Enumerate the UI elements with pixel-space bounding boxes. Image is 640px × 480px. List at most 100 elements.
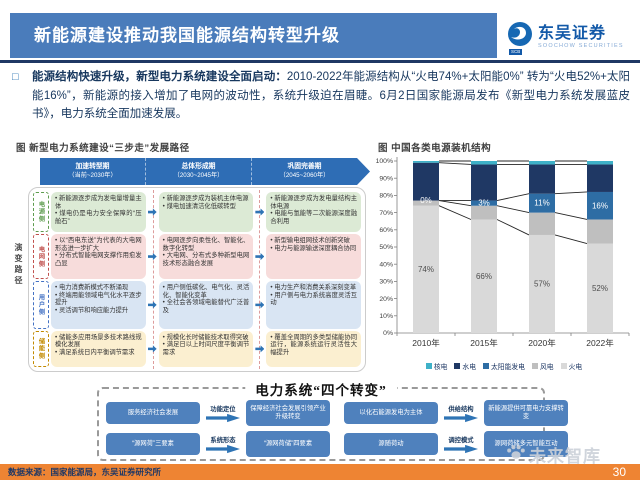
phase-name: 总体形成期 <box>181 163 216 171</box>
four-transitions-grid: 服务经济社会发展 功能定位 保障经济社会发展引领产业升级转变 以化石能源发电为主体 供给… <box>99 389 568 459</box>
transition-from-box: 服务经济社会发展 <box>106 402 200 424</box>
transition-to-box: 源网荷储多元智能互动 <box>484 431 568 457</box>
evolution-axis-label: 演变路径 <box>14 243 23 287</box>
page-number: 30 <box>612 465 626 479</box>
legend-item: 风电 <box>531 361 554 371</box>
transition-to-box: 新能源提供可靠电力支撑转变 <box>484 400 568 426</box>
bar-value-label: 3% <box>478 199 490 208</box>
row-label: 用户侧 <box>33 280 49 329</box>
bar-segment-风电 <box>587 219 613 244</box>
right-arrow-icon <box>206 444 240 454</box>
transition-pair: 服务经济社会发展 功能定位 保障经济社会发展引领产业升级转变 <box>106 400 330 426</box>
stacked-bar-chart: 0% 10% 20% 30% 40% 50% 60% 70% 80% 90% 100% 74% 66% 5… <box>376 157 630 348</box>
matrix-cell: • 覆盖全周期的多类型储能协同运行，能源系统运行灵活性大幅提升 <box>266 330 362 367</box>
timeline-phase: 总体形成期 （2030~2045年） <box>145 158 251 185</box>
x-axis-label: 2010年 <box>412 338 440 348</box>
bar-segment-火电 <box>529 234 555 333</box>
bullet-item: • 分布式智能电网支撑作用愈发凸显 <box>55 252 142 268</box>
bar-value-label: 52% <box>592 284 608 293</box>
bar-segment-太阳能发电 <box>529 193 555 213</box>
bar-segment-风电 <box>413 200 439 206</box>
bar-segment-核电 <box>471 161 497 165</box>
bullet-item: • 用户侧与电力系统高度灵活互动 <box>270 291 358 307</box>
transition-to-box: “源网荷储”四要素 <box>246 431 330 457</box>
svg-text:60%: 60% <box>379 227 393 234</box>
bullet-item: • 电力消费新模式不断涌现 <box>55 283 129 291</box>
svg-text:20%: 20% <box>379 296 393 303</box>
chart-title: 图 中国各类电源装机结构 <box>378 143 492 154</box>
bullet-item: • 以“西电东送”为代表的大电网形态进一步扩大 <box>55 237 142 252</box>
bar-segment-太阳能发电 <box>471 200 497 206</box>
right-arrow-icon <box>147 208 157 216</box>
bar-segment-核电 <box>413 161 439 163</box>
bullet-item: • 终端用能领域电气化水平逐步提升 <box>55 291 142 307</box>
bar-value-label: 0% <box>420 196 432 205</box>
arrow-label: 系统形态 <box>210 436 236 444</box>
bullet-item: • 新能源逐步成为装机主体电源 <box>162 195 249 202</box>
bar-segment-水电 <box>587 164 613 192</box>
square-bullet-icon: □ <box>12 71 19 83</box>
page-title: 新能源建设推动我国能源结构转型升级 <box>34 26 340 45</box>
legend-label: 太阳能发电 <box>491 364 525 371</box>
bar-segment-水电 <box>413 162 439 201</box>
bullet-item: • 电力生产和消费关系深刻变革 <box>270 283 357 291</box>
intro-paragraph: □ 能源结构快速升级，新型电力系统建设全面启动：2010-2022年能源结构从“… <box>12 68 630 124</box>
svg-text:30%: 30% <box>379 279 393 286</box>
four-transitions-title: 电力系统“四个转变” <box>245 379 397 399</box>
svg-text:10%: 10% <box>379 313 393 320</box>
bar-segment-风电 <box>471 205 497 220</box>
right-arrow-icon <box>147 301 157 309</box>
four-transitions-box: 电力系统“四个转变” 服务经济社会发展 功能定位 保障经济社会发展引领产业升级转变以… <box>97 379 568 461</box>
matrix-cell: • 规模化长时储能技术取得突破 • 满足日以上时间尺度平衡调节需求 <box>158 330 254 367</box>
matrix-cell: • 新能源逐步成为发电量结构主体电源 • 电能与氢能等二次能源深度融合利用 <box>266 192 362 233</box>
timeline-phase: 加速转型期 （当前~2030年） <box>40 158 145 185</box>
bullet-item: • 储能多应用场景多技术路线规模化发展 <box>55 333 142 349</box>
bullet-item: • 满足系统日内平衡调节需求 <box>55 349 135 357</box>
legend-swatch <box>483 363 489 369</box>
three-step-matrix: 电源侧 • 新能源逐步成为发电量增量主体 • 煤电仍是电力安全保障的“压舱石” • 新… <box>28 187 366 372</box>
svg-text:50%: 50% <box>379 244 393 251</box>
bullet-item: • 灵活调节和响应能力提升 <box>55 307 129 314</box>
bullet-item: • 新能源逐步成为发电量结构主体电源 <box>270 195 358 210</box>
timeline-phase: 巩固完善期 （2045~2060年） <box>251 158 357 185</box>
bullet-item: • 煤电仍是电力安全保障的“压舱石” <box>55 210 142 226</box>
svg-text:40%: 40% <box>379 261 393 268</box>
matrix-row-电网侧: 电网侧 • 以“西电东送”为代表的大电网形态进一步扩大 • 分布式智能电网支撑作用愈… <box>33 234 362 279</box>
bar-value-label: 16% <box>592 201 608 210</box>
transition-arrow: 功能定位 <box>203 404 243 423</box>
bar-segment-核电 <box>529 161 555 165</box>
svg-text:0%: 0% <box>383 330 393 337</box>
right-arrow-icon <box>444 413 478 423</box>
matrix-cell: • 用户侧低碳化、电气化、灵活化、智能化变革 • 全社会各领域电能替代广泛普及 <box>158 280 254 329</box>
soochow-logo-icon: SCB <box>507 21 533 55</box>
column-separator <box>153 190 154 369</box>
bar-segment-核电 <box>587 161 613 165</box>
matrix-row-储能侧: 储能侧 • 储能多应用场景多技术路线规模化发展 • 满足系统日内平衡调节需求 • 规模… <box>33 330 362 367</box>
legend-item: 太阳能发电 <box>483 361 525 371</box>
phase-period: （2030~2045年） <box>173 171 224 179</box>
bar-value-label: 74% <box>418 265 434 274</box>
data-source: 数据来源：国家能源局，东吴证券研究所 <box>8 467 162 477</box>
svg-text:90%: 90% <box>379 175 393 182</box>
right-arrow-icon <box>255 253 265 261</box>
arrow-label: 调控模式 <box>448 436 474 444</box>
matrix-cell: • 新能源逐步成为发电量增量主体 • 煤电仍是电力安全保障的“压舱石” <box>51 192 146 233</box>
column-separator <box>259 190 260 369</box>
bar-segment-水电 <box>471 164 497 201</box>
legend-swatch <box>454 363 461 369</box>
x-axis-label: 2015年 <box>470 338 498 348</box>
header-divider <box>0 60 640 63</box>
right-arrow-icon <box>147 345 157 353</box>
bullet-item: • 新能源逐步成为发电量增量主体 <box>55 195 142 210</box>
brand-name: 东吴证券 <box>538 25 607 43</box>
legend-swatch <box>425 363 432 369</box>
legend-swatch <box>531 363 538 369</box>
right-arrow-icon <box>206 413 240 423</box>
bullet-item: • 用户侧低碳化、电气化、灵活化、智能化变革 <box>162 283 250 299</box>
transition-pair: 源随荷动 调控模式 源网荷储多元智能互动 <box>344 431 568 457</box>
matrix-cell: • 新型输电组网技术创新突破 • 电力与能源输送深度耦合协同 <box>266 234 362 279</box>
paw-icon <box>506 443 526 466</box>
bullet-item: • 电网逐步向柔性化、智能化、数字化转型 <box>162 237 250 252</box>
matrix-cell: • 储能多应用场景多技术路线规模化发展 • 满足系统日内平衡调节需求 <box>51 330 146 367</box>
